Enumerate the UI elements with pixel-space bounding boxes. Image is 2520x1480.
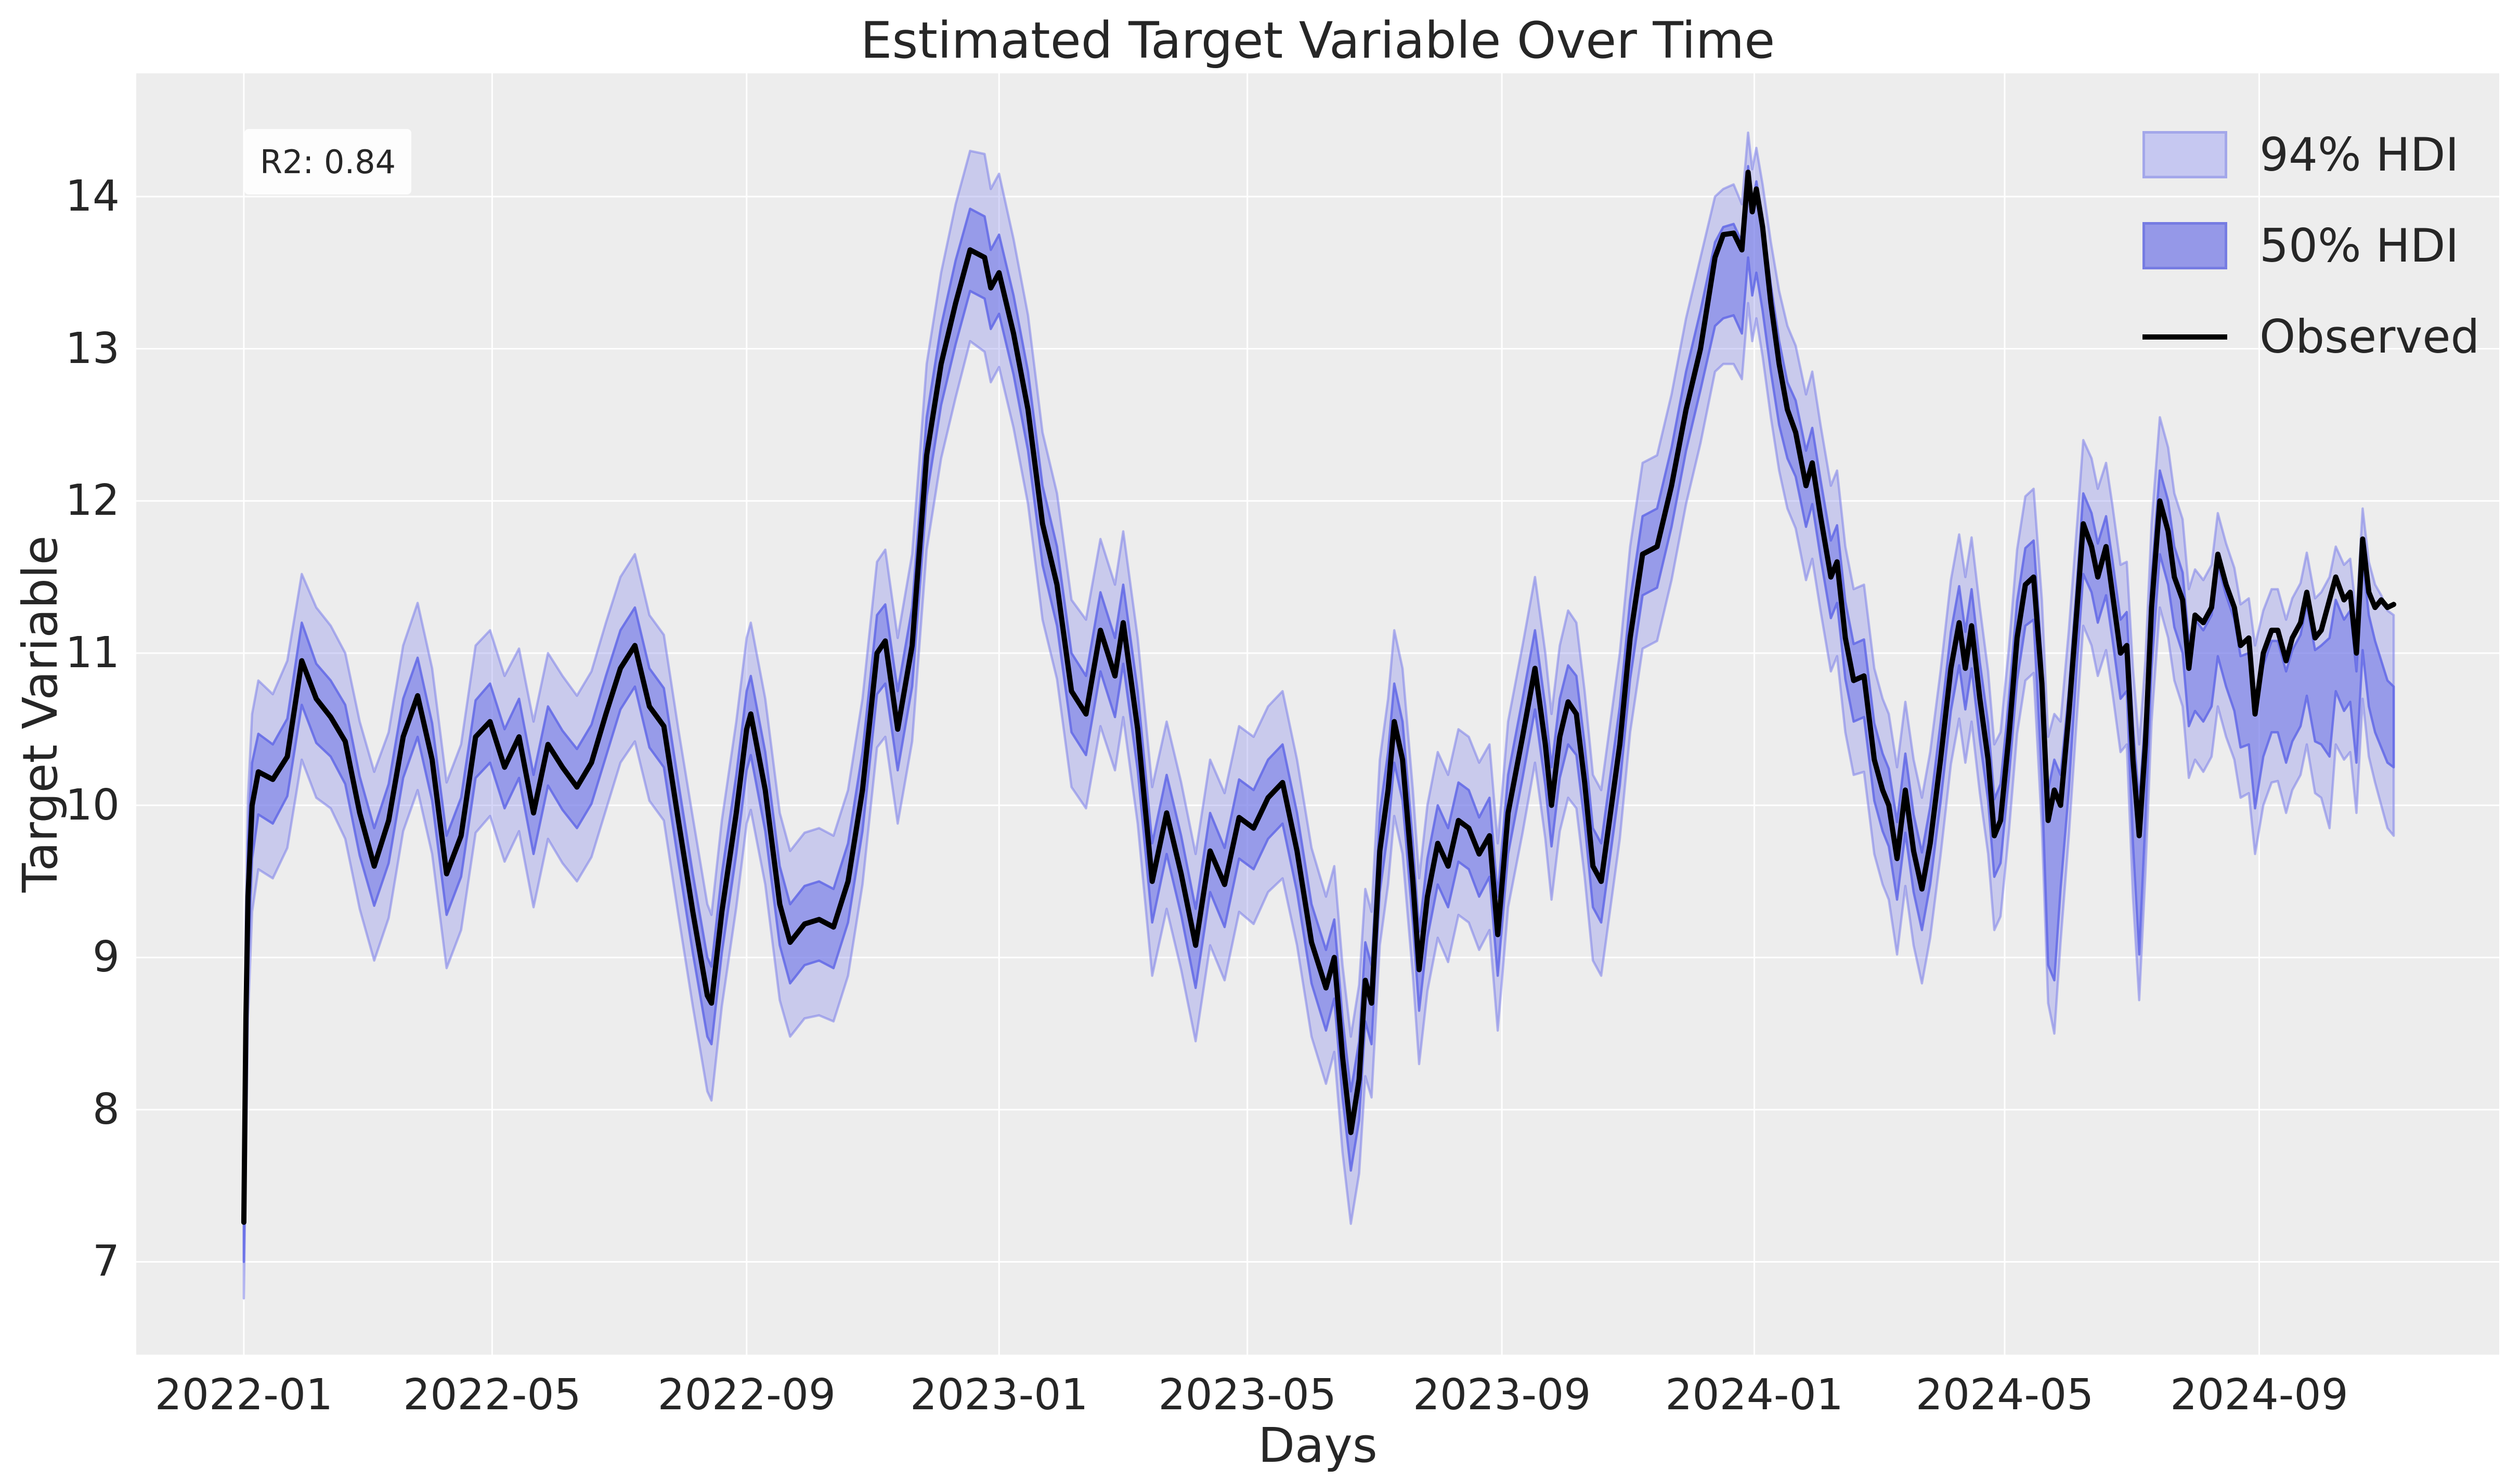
y-tick-label: 8 bbox=[92, 1084, 120, 1134]
axes-background bbox=[136, 73, 2499, 1355]
y-tick-label: 14 bbox=[65, 172, 120, 222]
y-tick-label: 7 bbox=[92, 1237, 120, 1287]
x-tick-label: 2023-01 bbox=[910, 1370, 1088, 1420]
r2-annotation: R2: 0.84 bbox=[244, 129, 411, 194]
y-axis-label: Target Variable bbox=[12, 535, 68, 893]
legend-item-50-hdi: 50% HDI bbox=[2142, 200, 2479, 291]
legend-swatch-94hdi-patch bbox=[2142, 131, 2227, 178]
y-tick-label: 12 bbox=[65, 476, 120, 526]
x-axis-label: Days bbox=[1258, 1418, 1378, 1473]
r2-annotation-text: R2: 0.84 bbox=[259, 142, 396, 181]
legend-swatch-50hdi-patch bbox=[2142, 222, 2227, 269]
legend-label-94hdi: 94% HDI bbox=[2259, 128, 2459, 181]
y-tick-label: 13 bbox=[65, 323, 120, 373]
legend-item-observed: Observed bbox=[2142, 291, 2479, 382]
x-tick-label: 2023-09 bbox=[1412, 1370, 1591, 1420]
x-tick-label: 2023-05 bbox=[1158, 1370, 1337, 1420]
x-tick-label: 2024-01 bbox=[1665, 1370, 1843, 1420]
x-tick-label: 2024-05 bbox=[1915, 1370, 2094, 1420]
legend-swatch-observed-line bbox=[2142, 334, 2227, 340]
legend-item-94-hdi: 94% HDI bbox=[2142, 109, 2479, 200]
x-tick-label: 2022-01 bbox=[154, 1370, 333, 1420]
chart-title: Estimated Target Variable Over Time bbox=[860, 11, 1775, 70]
legend-label-observed: Observed bbox=[2259, 310, 2480, 363]
legend-label-50hdi: 50% HDI bbox=[2259, 219, 2459, 272]
y-tick-label: 11 bbox=[65, 628, 120, 678]
hdi94-band bbox=[242, 131, 2395, 1300]
legend: 94% HDI 50% HDI Observed bbox=[2142, 109, 2479, 382]
observed-line bbox=[241, 170, 2397, 1225]
y-tick-label: 10 bbox=[65, 780, 120, 830]
x-tick-label: 2022-09 bbox=[657, 1370, 836, 1420]
hdi50-band bbox=[242, 165, 2395, 1263]
y-tick-label: 9 bbox=[92, 932, 120, 982]
x-tick-label: 2022-05 bbox=[403, 1370, 581, 1420]
x-tick-label: 2024-09 bbox=[2170, 1370, 2348, 1420]
